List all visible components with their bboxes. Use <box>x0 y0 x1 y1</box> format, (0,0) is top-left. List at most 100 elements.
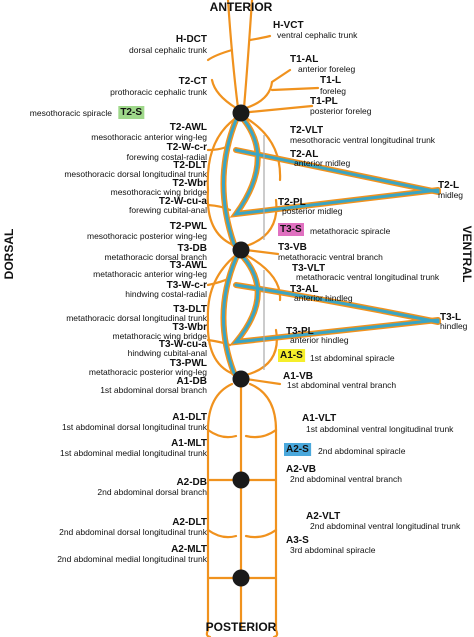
label-description: 1st abdominal dorsal longitudinal trunk <box>62 422 208 432</box>
label-description: 1st abdominal medial longitudinal trunk <box>60 448 208 458</box>
direction-label: ANTERIOR <box>210 0 273 14</box>
label-description: metathoracic dorsal branch <box>104 252 207 262</box>
label-code: T1-PL <box>310 96 338 107</box>
label-description: 2nd abdominal dorsal longitudinal trunk <box>59 527 208 537</box>
direction-label: DORSAL <box>2 229 16 280</box>
label-description: metathoracic anterior wing-leg <box>93 269 207 279</box>
label-code: T3-AL <box>290 284 318 295</box>
label-description: anterior midleg <box>294 158 350 168</box>
label-code: T2-W-c-r <box>167 142 207 153</box>
label-description: mesothoracic wing bridge <box>111 187 208 197</box>
label-description: dorsal cephalic trunk <box>129 45 208 55</box>
label-code: T3-W-c-r <box>167 280 207 291</box>
label-code: T2-L <box>438 180 459 191</box>
label-code: A2-VLT <box>306 511 340 522</box>
label-description: metathoracic dorsal longitudinal trunk <box>66 313 208 323</box>
label-code: A1-VB <box>283 371 313 382</box>
label-code: A2-DB <box>176 477 207 488</box>
spiracle <box>232 471 250 489</box>
label-description: mesothoracic spiracle <box>30 108 112 118</box>
tracheae <box>205 0 441 637</box>
label-code: T2-AL <box>290 149 318 160</box>
label-code: T2-W-cu-a <box>159 196 208 207</box>
label-code: A1-VLT <box>302 413 336 424</box>
label-description: hindleg <box>440 321 468 331</box>
label-code: T3-L <box>440 312 461 323</box>
label-code: T2-PL <box>278 197 306 208</box>
label-description: posterior foreleg <box>310 106 372 116</box>
label-description: mesothoracic posterior wing-leg <box>87 231 207 241</box>
label-description: metathoracic posterior wing-leg <box>89 367 207 377</box>
label-description: mesothoracic dorsal longitudinal trunk <box>64 169 207 179</box>
label-code: T3-PWL <box>170 358 207 369</box>
spiracle <box>232 241 250 259</box>
label-description: metathoracic ventral branch <box>278 252 383 262</box>
label-code: A1-S <box>280 350 303 361</box>
label-code: A2-MLT <box>171 544 207 555</box>
label-code: T3-S <box>280 224 302 235</box>
label: A1-S 1st abdominal spiracle <box>278 349 395 363</box>
label-code: T1-L <box>320 75 341 86</box>
label-description: 2nd abdominal spiracle <box>318 446 406 456</box>
label-description: 2nd abdominal medial longitudinal trunk <box>57 554 208 564</box>
label-description: forewing costal-radial <box>127 152 207 162</box>
label-code: T3-W-cu-a <box>159 339 208 350</box>
label-description: metathoracic ventral longitudinal trunk <box>296 272 440 282</box>
label-code: T3-PL <box>286 326 314 337</box>
label-description: 1st abdominal spiracle <box>310 353 395 363</box>
label: T3-S metathoracic spiracle <box>278 223 391 236</box>
label-code: H-VCT <box>273 20 304 31</box>
label-code: T2-Wbr <box>173 178 208 189</box>
label-code: T2-S <box>120 107 142 118</box>
label-code: T3-Wbr <box>173 322 208 333</box>
label-code: A1-MLT <box>171 438 207 449</box>
label-description: 3rd abdominal spiracle <box>290 545 376 555</box>
label-code: T3-DLT <box>173 304 207 315</box>
label-code: T3-VLT <box>292 263 325 274</box>
spiracle <box>232 370 250 388</box>
label-code: A2-S <box>286 444 309 455</box>
label-code: T2-DLT <box>173 160 207 171</box>
direction-label: VENTRAL <box>460 226 474 283</box>
highlight-box <box>278 349 306 362</box>
label-description: 2nd abdominal dorsal branch <box>97 487 207 497</box>
label-code: A2-DLT <box>172 517 207 528</box>
label-description: posterior midleg <box>282 206 343 216</box>
label-description: metathoracic wing bridge <box>113 331 208 341</box>
label-code: T3-VB <box>278 242 307 253</box>
label-description: anterior hindleg <box>290 335 349 345</box>
label-code: T2-CT <box>179 76 207 87</box>
label-description: ventral cephalic trunk <box>277 30 358 40</box>
label-description: prothoracic cephalic trunk <box>110 87 208 97</box>
label-description: forewing cubital-anal <box>129 205 207 215</box>
highlight-box <box>284 443 312 456</box>
label-code: T2-AWL <box>170 122 207 133</box>
label-code: T1-AL <box>290 54 318 65</box>
